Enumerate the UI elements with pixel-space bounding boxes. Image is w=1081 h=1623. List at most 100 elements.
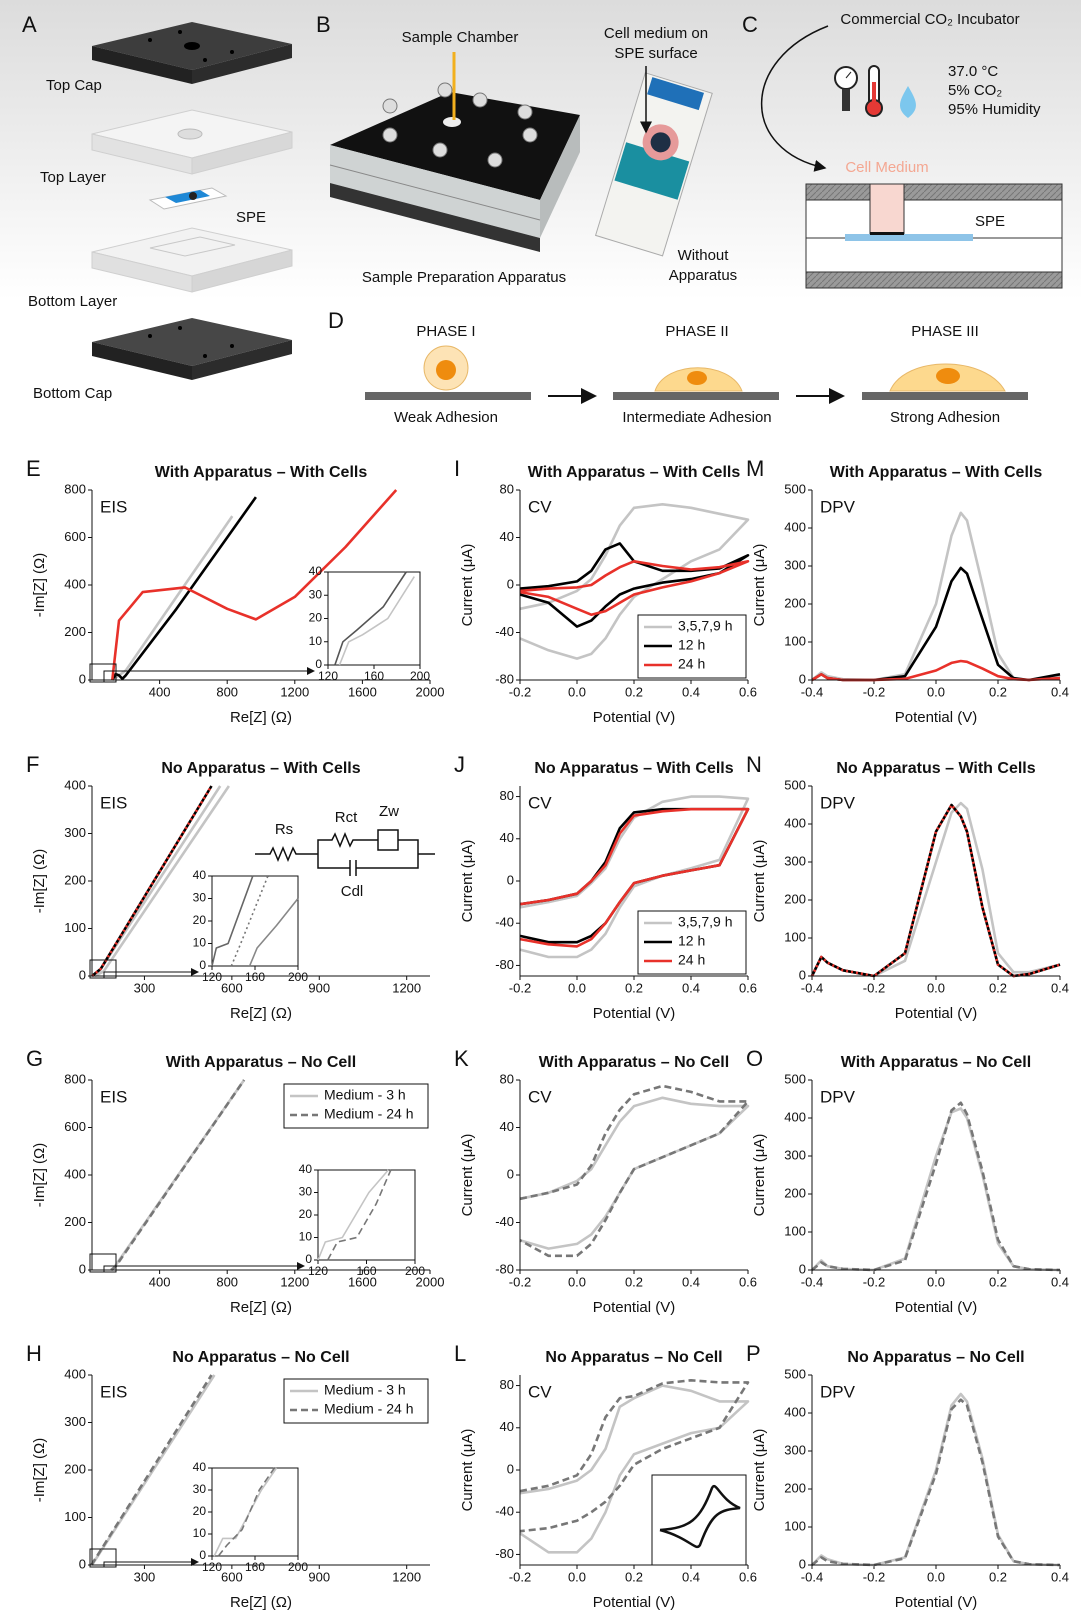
x-tick-label: 0.4 [1051, 980, 1069, 995]
data-line [812, 1394, 1060, 1565]
y-tick-label: 80 [500, 481, 514, 496]
x-tick-label: 0.6 [739, 1569, 757, 1584]
y-axis-label: Current (μA) [751, 1134, 768, 1217]
x-tick-label: -0.2 [863, 1274, 885, 1289]
y-tick-label: 40 [500, 529, 514, 544]
data-line [520, 1086, 748, 1256]
x-axis-label: Potential (V) [593, 709, 676, 726]
y-tick-label: -40 [495, 1504, 514, 1519]
y-tick-label: -40 [495, 915, 514, 930]
label: PHASE I [416, 323, 475, 340]
y-tick-label: 400 [784, 1109, 806, 1124]
y-axis-label: -Im[Z] (Ω) [31, 1143, 48, 1208]
method-label: EIS [100, 497, 127, 516]
y-tick-label: 0 [799, 967, 806, 982]
y-tick-label: 30 [299, 1185, 313, 1199]
x-tick-label: 200 [405, 1264, 425, 1278]
x-tick-label: 800 [216, 1274, 238, 1289]
y-tick-label: 600 [64, 529, 86, 544]
x-tick-label: 0.0 [568, 1274, 586, 1289]
x-tick-label: 160 [245, 1560, 265, 1574]
y-tick-label: 300 [784, 557, 806, 572]
y-tick-label: 0 [199, 958, 206, 972]
y-tick-label: 400 [784, 815, 806, 830]
y-tick-label: 0 [79, 967, 86, 982]
plot-frame [318, 1170, 415, 1260]
y-tick-label: 40 [193, 868, 207, 882]
panel-letter: K [454, 1046, 469, 1071]
x-tick-label: 0.0 [927, 684, 945, 699]
y-tick-label: -40 [495, 1214, 514, 1229]
x-tick-label: 0.4 [1051, 1274, 1069, 1289]
circuit-label: Rct [335, 809, 358, 826]
data-line [112, 516, 232, 680]
x-tick-label: 0.2 [989, 1569, 1007, 1584]
data-line [812, 805, 1060, 976]
panel-letter: O [746, 1046, 763, 1071]
label: Strong Adhesion [890, 409, 1000, 426]
label: 37.0 °C [948, 63, 998, 80]
label: 95% Humidity [948, 101, 1041, 118]
bottom-cap-slab [92, 318, 292, 380]
y-axis-label: Current (μA) [459, 840, 476, 923]
label: Top Cap [46, 77, 102, 94]
label: Cell medium on [604, 25, 708, 42]
method-label: DPV [820, 1087, 856, 1106]
x-tick-label: 160 [364, 669, 384, 683]
y-axis-label: -Im[Z] (Ω) [31, 849, 48, 914]
y-tick-label: 300 [64, 825, 86, 840]
x-tick-label: 0.2 [989, 980, 1007, 995]
y-tick-label: 40 [193, 1460, 207, 1474]
method-label: DPV [820, 1382, 856, 1401]
data-line [812, 1400, 1060, 1565]
y-tick-label: 10 [309, 634, 323, 648]
y-tick-label: 20 [299, 1207, 313, 1221]
y-tick-label: 300 [784, 853, 806, 868]
y-tick-label: 300 [784, 1442, 806, 1457]
x-tick-label: 0.4 [682, 1274, 700, 1289]
label: 5% CO₂ [948, 82, 1002, 99]
label: Bottom Layer [28, 293, 117, 310]
x-tick-label: 600 [221, 980, 243, 995]
panel-letter: B [316, 12, 331, 37]
x-tick-label: 120 [318, 669, 338, 683]
x-axis-label: Re[Z] (Ω) [230, 1005, 292, 1022]
x-axis-label: Potential (V) [593, 1005, 676, 1022]
y-tick-label: 40 [500, 1119, 514, 1134]
x-axis-label: Potential (V) [895, 1005, 978, 1022]
y-tick-label: 0 [315, 657, 322, 671]
label: SPE [975, 213, 1005, 230]
y-tick-label: 30 [193, 891, 207, 905]
y-tick-label: 100 [784, 633, 806, 648]
x-tick-label: 0.4 [682, 980, 700, 995]
legend-label: 3,5,7,9 h [678, 618, 733, 634]
x-tick-label: -0.2 [863, 1569, 885, 1584]
panel-letter: M [746, 456, 764, 481]
x-tick-label: 0.0 [568, 980, 586, 995]
circuit-label: Zw [379, 803, 399, 820]
chart-title: With Apparatus – No Cell [539, 1054, 729, 1071]
legend-label: 3,5,7,9 h [678, 914, 733, 930]
label: Top Layer [40, 169, 106, 186]
y-tick-label: 0 [799, 1261, 806, 1276]
y-axis-label: Current (μA) [459, 544, 476, 627]
y-tick-label: 0 [799, 671, 806, 686]
x-tick-label: 200 [288, 1560, 308, 1574]
y-tick-label: -80 [495, 957, 514, 972]
y-tick-label: 20 [193, 913, 207, 927]
y-tick-label: 0 [507, 872, 514, 887]
x-tick-label: -0.4 [801, 980, 823, 995]
x-tick-label: 120 [202, 970, 222, 984]
x-tick-label: 0.4 [1051, 1569, 1069, 1584]
x-tick-label: 1600 [348, 684, 377, 699]
method-label: CV [528, 497, 552, 516]
panel-d: D PHASE I PHASE II PHASE III Weak Adhesi… [328, 308, 1028, 426]
x-tick-label: 200 [288, 970, 308, 984]
chart-title: No Apparatus – With Cells [161, 760, 360, 777]
x-axis-label: Re[Z] (Ω) [230, 1594, 292, 1611]
y-tick-label: 200 [784, 1480, 806, 1495]
legend-label: Medium - 3 h [324, 1087, 406, 1103]
schematic-inset [652, 1475, 746, 1565]
method-label: CV [528, 1382, 552, 1401]
x-tick-label: 160 [245, 970, 265, 984]
